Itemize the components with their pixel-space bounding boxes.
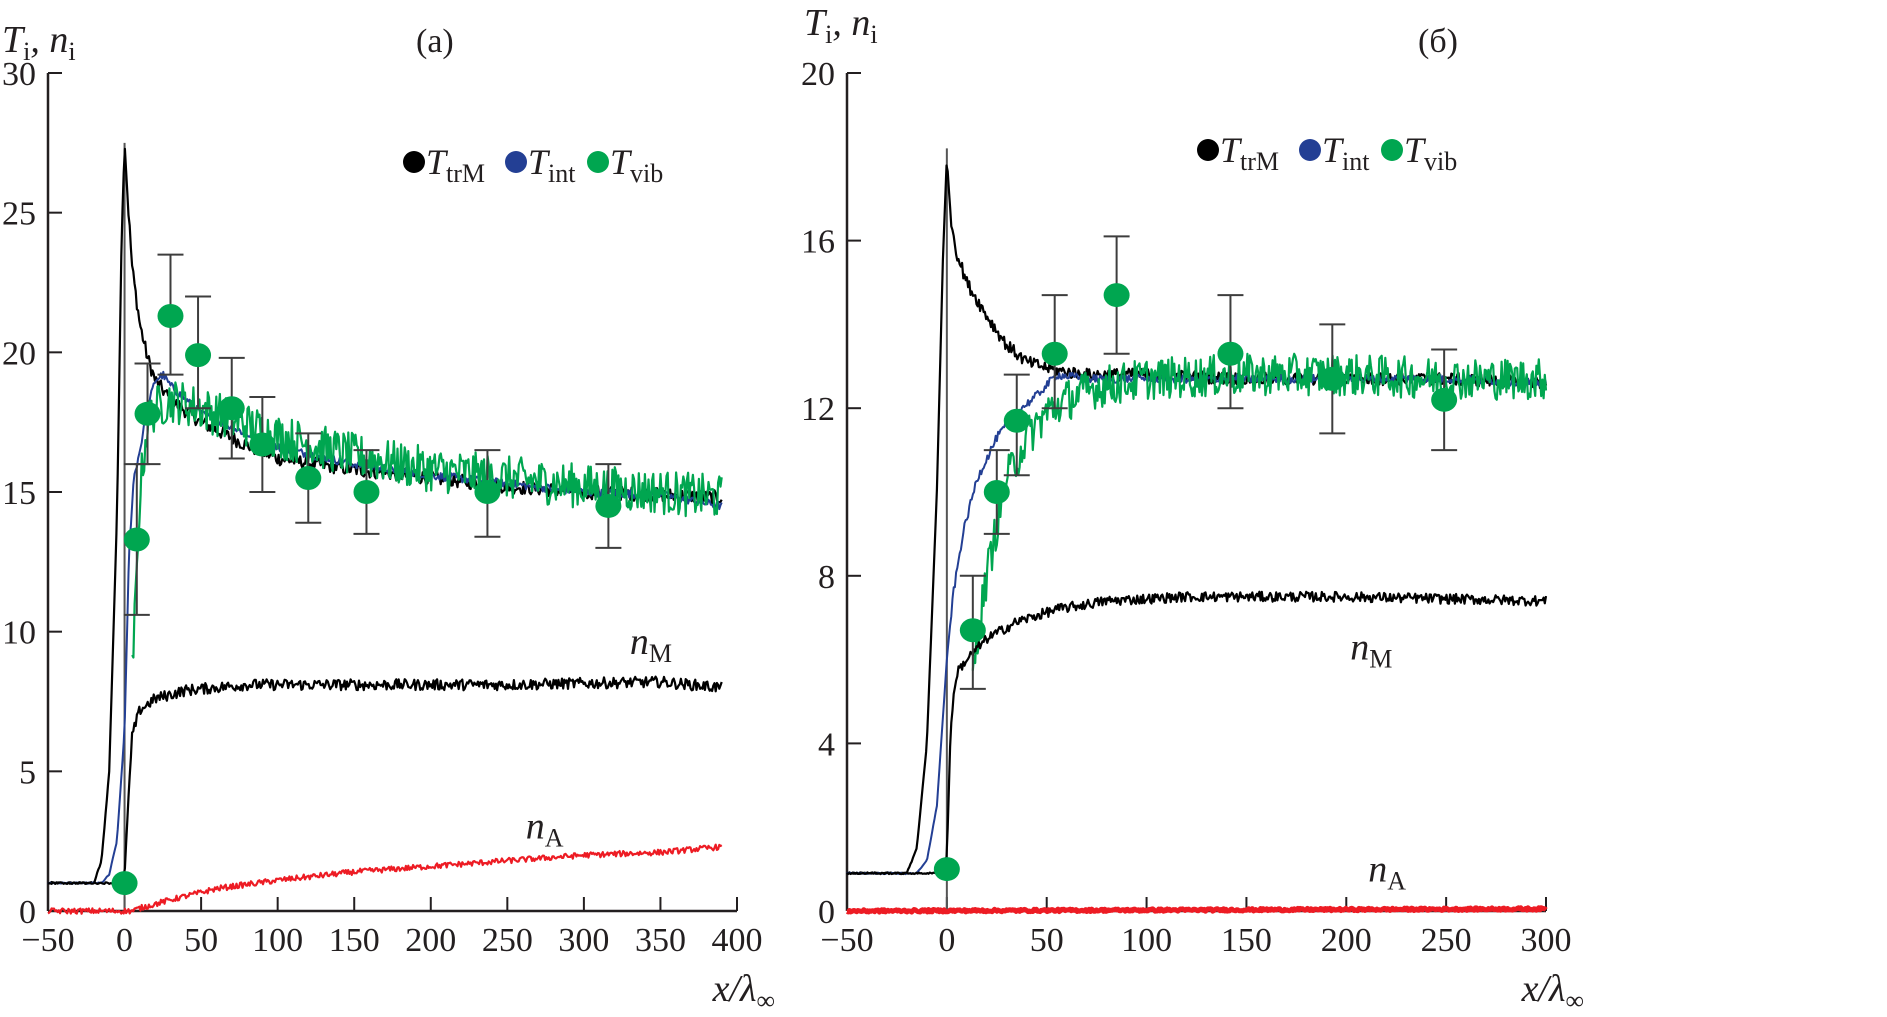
data-point (111, 871, 138, 896)
data-point (185, 343, 212, 368)
data-point (983, 480, 1010, 504)
legend-marker-vib (1381, 139, 1403, 161)
data-point (474, 480, 501, 504)
x-tick-label: 300 (558, 922, 609, 959)
y-tick-label: 25 (2, 196, 36, 233)
legend-marker-int (1299, 139, 1321, 161)
legend-label-trM: TtrM (426, 142, 485, 188)
legend-marker-vib (587, 151, 609, 173)
x-tick-label: 200 (405, 922, 456, 959)
data-point (1319, 366, 1346, 391)
legend-label-int: Tint (528, 142, 576, 188)
data-point (123, 527, 150, 552)
series-n-m (846, 590, 1548, 876)
data-point (1041, 341, 1068, 366)
panel-label: (б) (1418, 23, 1458, 60)
y-tick-label: 10 (2, 615, 36, 652)
legend: TtrM Tint Tvib (1197, 130, 1457, 176)
data-point (1217, 341, 1244, 366)
x-axis-label: x/λ∞ (1521, 968, 1584, 1012)
data-point (353, 480, 380, 504)
series-t-trm (846, 164, 1548, 876)
y-tick-label: 30 (2, 56, 36, 93)
x-tick-label: −50 (820, 922, 873, 959)
x-tick-label: 150 (329, 922, 380, 959)
data-point (249, 432, 276, 457)
series-t-vib (971, 352, 1548, 671)
data-point (134, 401, 161, 426)
y-tick-label: 15 (2, 475, 36, 512)
y-axis-label: Ti, ni (804, 2, 878, 49)
x-axis-label: x/λ∞ (712, 968, 775, 1012)
x-tick-label: 300 (1521, 922, 1572, 959)
y-axis-label: Ti, ni (2, 19, 76, 66)
data-point (1103, 283, 1130, 308)
series-t-int (846, 371, 1547, 875)
x-tick-label: 150 (1221, 922, 1272, 959)
x-tick-label: 100 (1121, 922, 1172, 959)
y-tick-label: 20 (801, 56, 835, 93)
legend-marker-trM (1197, 139, 1219, 161)
y-tick-label: 12 (801, 391, 835, 428)
y-tick-label: 4 (818, 726, 835, 763)
legend-label-int: Tint (1322, 130, 1370, 176)
x-tick-label: 200 (1321, 922, 1372, 959)
x-tick-label: 250 (1421, 922, 1472, 959)
x-tick-label: 400 (712, 922, 763, 959)
series-n-m (47, 675, 723, 885)
x-tick-label: 0 (116, 922, 133, 959)
data-point (295, 466, 322, 491)
y-tick-label: 5 (19, 754, 36, 791)
panel-label: (a) (416, 23, 454, 60)
y-tick-label: 20 (2, 335, 36, 372)
legend: TtrM Tint Tvib (403, 142, 663, 188)
y-tick-label: 16 (801, 224, 835, 261)
series-t-int (47, 370, 723, 885)
legend-marker-int (505, 151, 527, 173)
x-tick-label: 100 (252, 922, 303, 959)
x-tick-label: 250 (482, 922, 533, 959)
y-tick-label: 8 (818, 559, 835, 596)
data-point (933, 857, 960, 882)
legend-label-vib: Tvib (1404, 130, 1457, 176)
series-t-vib (131, 381, 723, 659)
curve-label-n-M: nM (1350, 627, 1392, 674)
data-point (595, 493, 622, 518)
data-point (1003, 408, 1030, 433)
x-tick-label: 50 (1030, 922, 1064, 959)
x-tick-label: 350 (635, 922, 686, 959)
x-tick-label: 0 (938, 922, 955, 959)
y-tick-label: 0 (19, 894, 36, 931)
legend-label-trM: TtrM (1220, 130, 1279, 176)
data-point (157, 304, 184, 329)
data-point (959, 618, 986, 643)
curve-label-n-M: nM (630, 621, 672, 668)
y-tick-label: 0 (818, 894, 835, 931)
series-t-trm (47, 147, 723, 885)
legend-marker-trM (403, 151, 425, 173)
curve-label-n-A: nA (526, 805, 564, 852)
series-n-a (845, 905, 1548, 915)
curve-label-n-A: nA (1368, 849, 1406, 896)
x-tick-label: −50 (21, 922, 74, 959)
data-point (218, 396, 245, 421)
legend-label-vib: Tvib (610, 142, 663, 188)
x-tick-label: 50 (184, 922, 218, 959)
series-n-a (47, 843, 723, 915)
data-point (1431, 387, 1458, 412)
